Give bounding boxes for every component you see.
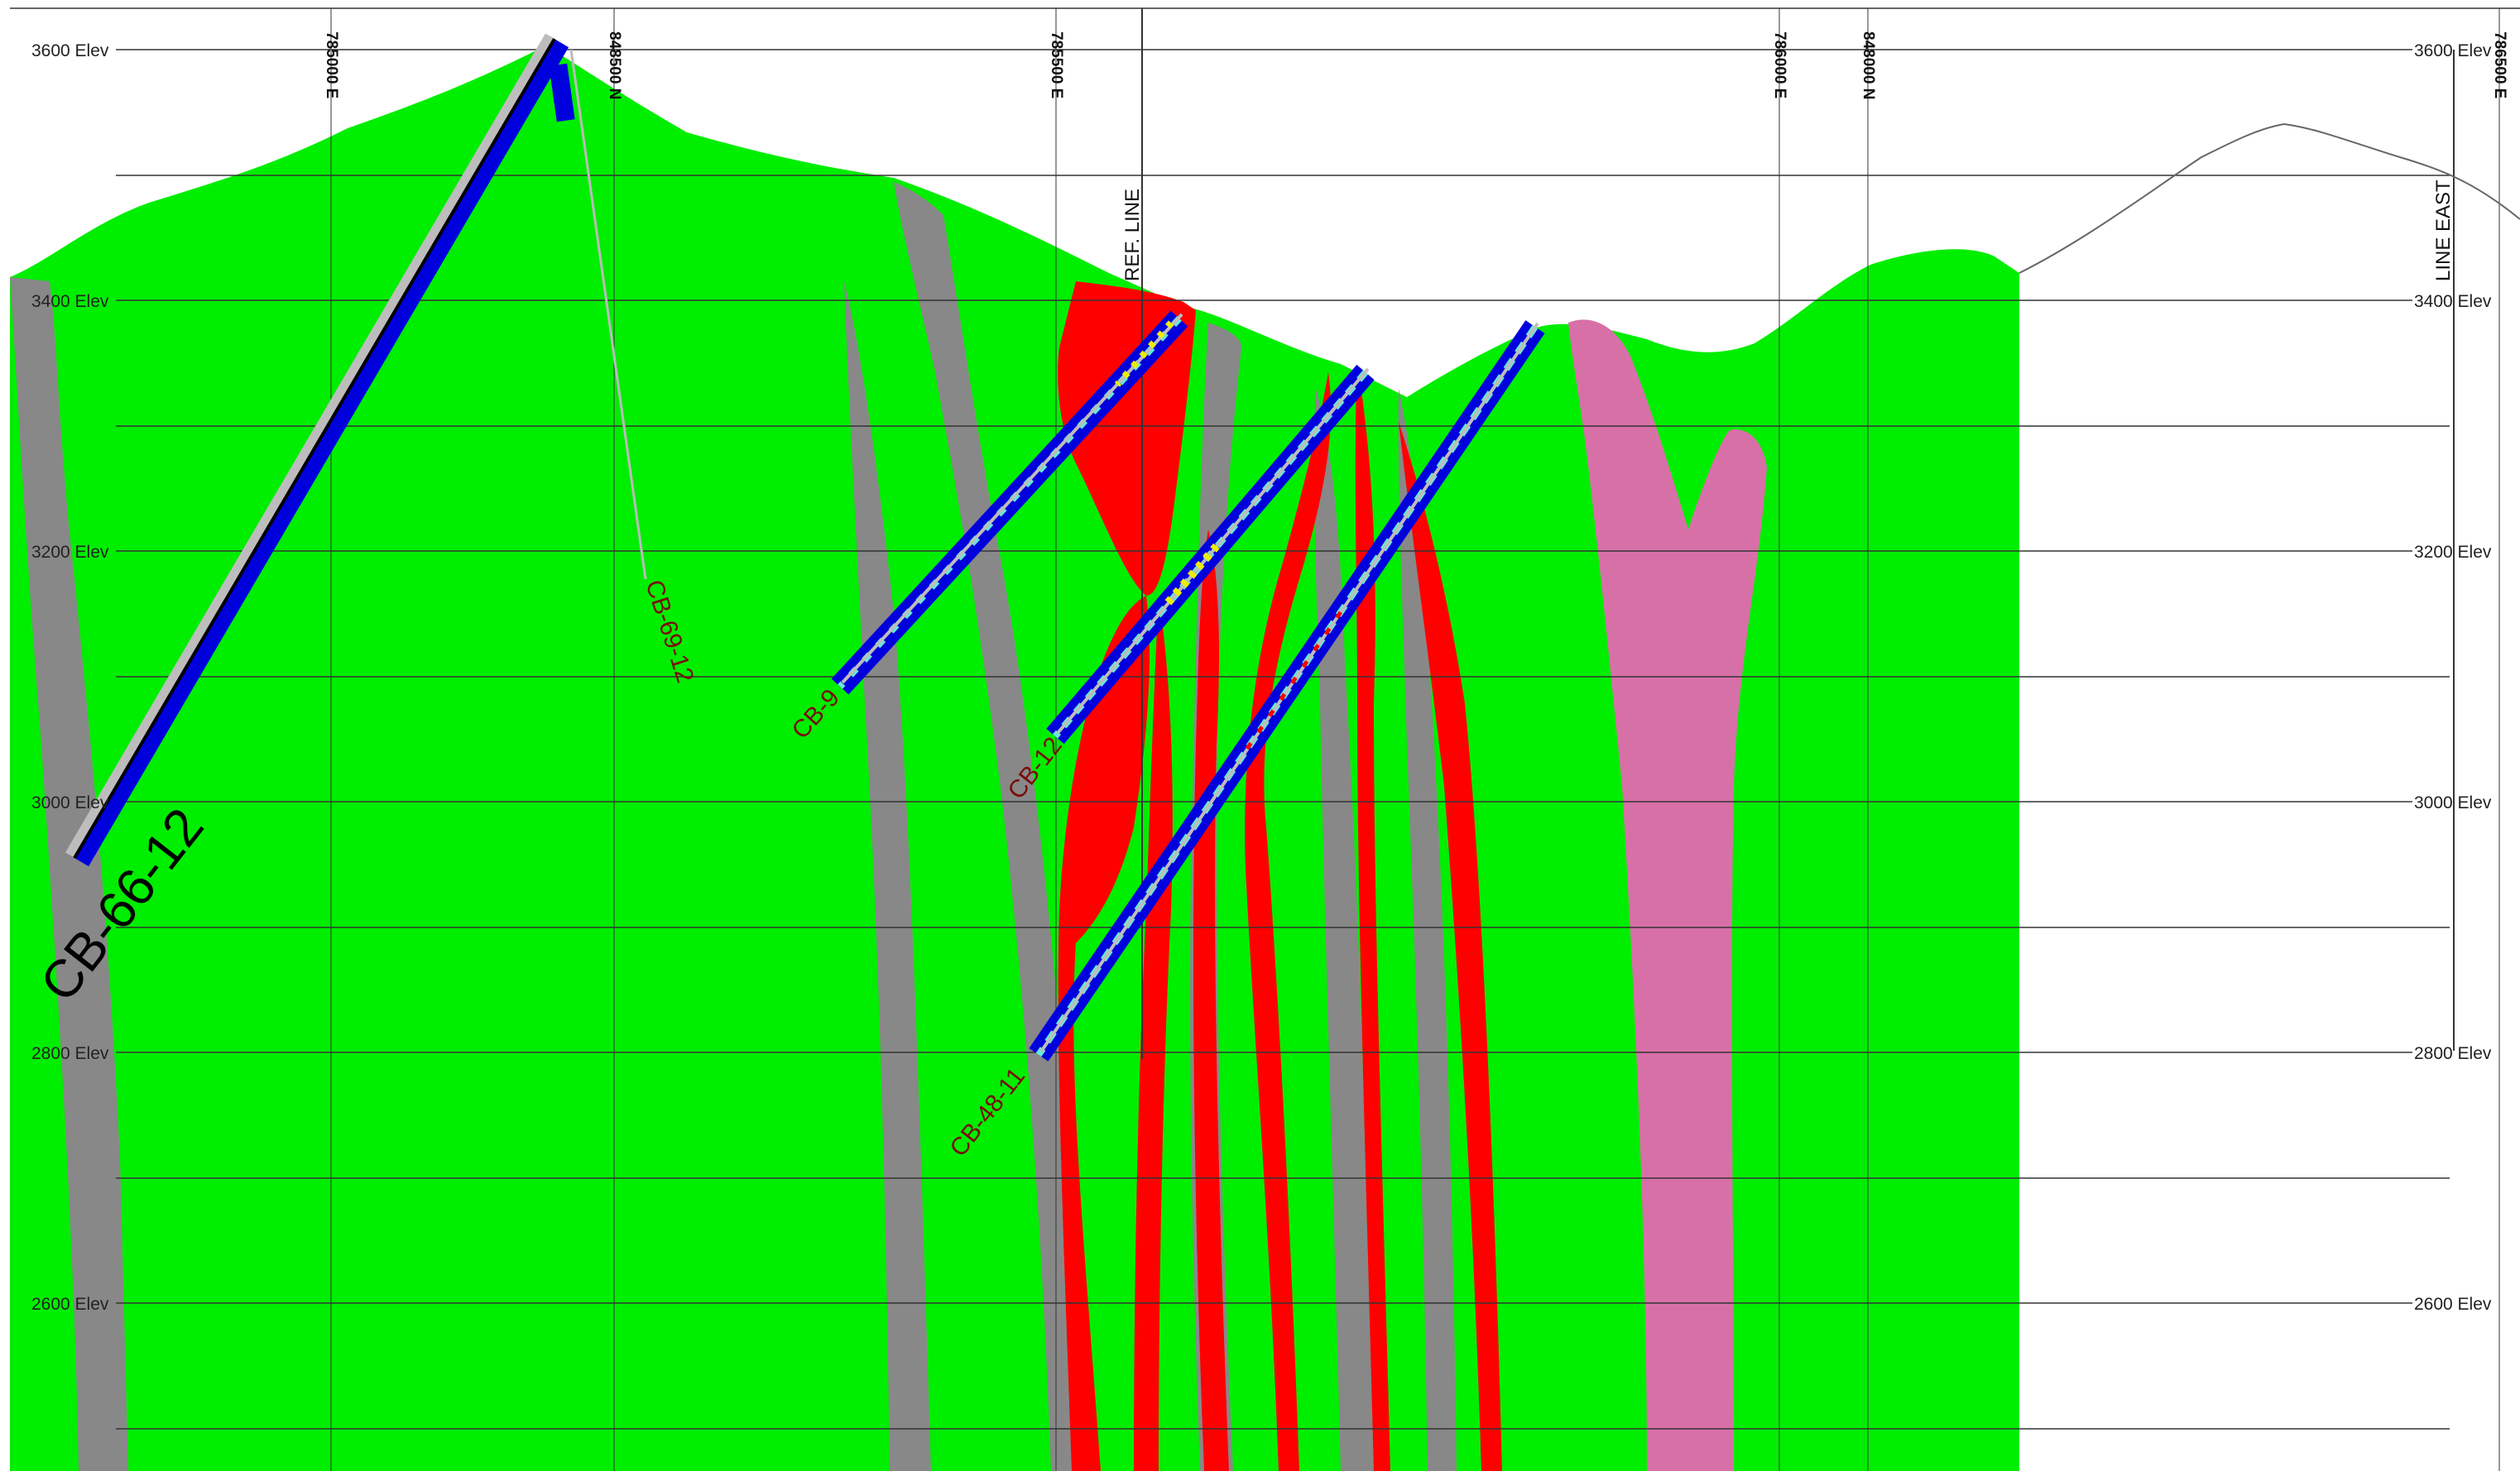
elev-label-2600-right: 2600 Elev — [2414, 1295, 2492, 1314]
drillhole-cb48 — [1029, 320, 1545, 1061]
topography-line-east — [2018, 122, 2520, 274]
elevation-labels-left: 3600 Elev 3400 Elev 3200 Elev 3000 Elev … — [31, 41, 109, 1314]
grid-label-785500E: 785500 E — [1048, 31, 1065, 98]
grid-label-786500E: 786500 E — [2491, 31, 2508, 98]
grid-coordinate-labels: 785000 E 848500 N 785500 E 786000 E 8480… — [323, 31, 2508, 99]
grid-label-848000N: 848000 N — [1860, 31, 1877, 99]
drillhole-cb12 — [1046, 364, 1375, 745]
gray-dike-left — [10, 277, 128, 1471]
elev-label-2800-right: 2800 Elev — [2414, 1044, 2492, 1063]
drillhole-cb9 — [831, 310, 1188, 695]
gray-dike-d — [1313, 389, 1374, 1471]
red-zone-5 — [1355, 364, 1390, 1471]
elev-label-3600-right: 3600 Elev — [2414, 41, 2492, 60]
pink-intrusive — [1568, 319, 1767, 1471]
ref-line-label: REF. LINE — [1121, 189, 1144, 281]
elevation-labels-right: 3600 Elev 3400 Elev 3200 Elev 3000 Elev … — [2414, 41, 2492, 1314]
geology-layer — [10, 46, 2019, 1471]
line-east-label: LINE EAST — [2432, 180, 2455, 281]
elev-label-3400-right: 3400 Elev — [2414, 292, 2492, 311]
red-zone-4 — [1245, 372, 1332, 1471]
elev-label-3200-right: 3200 Elev — [2414, 543, 2492, 562]
red-zone-6 — [1399, 422, 1502, 1471]
drillhole-cb69-trace — [569, 49, 647, 580]
grid-label-786000E: 786000 E — [1771, 31, 1788, 98]
drillhole-cb66 — [65, 33, 575, 867]
gray-dike-a — [844, 281, 931, 1471]
elev-label-3600-left: 3600 Elev — [31, 41, 109, 60]
elev-label-3400-left: 3400 Elev — [31, 292, 109, 311]
elev-label-2800-left: 2800 Elev — [31, 1044, 109, 1063]
red-zone-3 — [1193, 529, 1229, 1471]
gray-dike-b — [894, 182, 1088, 1471]
grid-lines — [10, 7, 2520, 1471]
red-zone-lower-2 — [1134, 596, 1173, 1471]
elev-label-2600-left: 2600 Elev — [31, 1295, 109, 1314]
elev-label-3000-left: 3000 Elev — [31, 793, 109, 812]
gray-dike-e — [1398, 389, 1457, 1471]
grid-label-785000E: 785000 E — [323, 31, 340, 98]
elev-label-3200-left: 3200 Elev — [31, 543, 109, 562]
grid-label-848500N: 848500 N — [606, 31, 623, 99]
red-zone-lower-1 — [1058, 596, 1150, 1471]
red-zone-upper — [1058, 281, 1196, 596]
elev-label-3000-right: 3000 Elev — [2414, 793, 2492, 812]
drillholes — [65, 33, 1545, 1061]
